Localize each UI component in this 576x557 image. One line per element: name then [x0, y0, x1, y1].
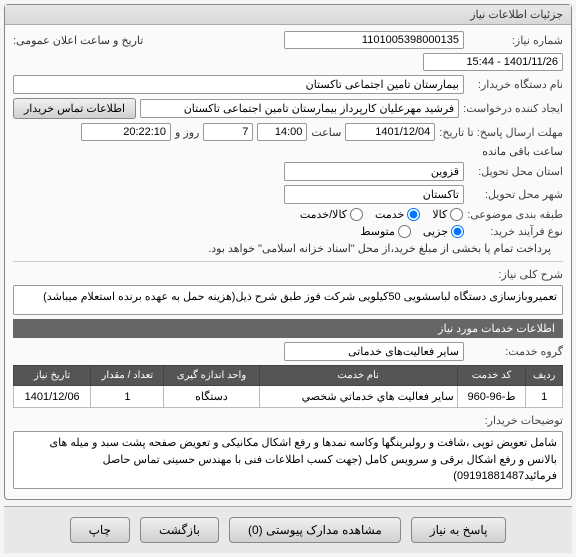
cell-qty: 1	[91, 386, 164, 408]
print-button[interactable]: چاپ	[70, 517, 130, 543]
attachments-button[interactable]: مشاهده مدارک پیوستی (0)	[229, 517, 401, 543]
desc-label: شرح کلی نیاز:	[468, 268, 563, 281]
subject-service-option[interactable]: خدمت	[375, 208, 420, 221]
requester-label: ایجاد کننده درخواست:	[463, 102, 563, 115]
group-label: گروه خدمت:	[468, 345, 563, 358]
subject-both-radio[interactable]	[350, 208, 363, 221]
city-value: تاکستان	[284, 185, 464, 204]
deadline-hour: 14:00	[257, 123, 307, 141]
services-table: ردیف کد خدمت نام خدمت واحد اندازه گیری ت…	[13, 365, 563, 408]
th-name: نام خدمت	[259, 366, 457, 386]
panel-body: شماره نیاز: 1101005398000135 تاریخ و ساع…	[5, 25, 571, 499]
process-note: پرداخت تمام یا بخشی از مبلغ خرید،از محل …	[208, 242, 551, 255]
process-medium-label: متوسط	[360, 225, 395, 238]
province-label: استان محل تحویل:	[468, 165, 563, 178]
group-value: سایر فعالیت‌های خدماتی	[284, 342, 464, 361]
contact-info-button[interactable]: اطلاعات تماس خریدار	[13, 98, 136, 119]
th-row: ردیف	[526, 366, 563, 386]
cell-name: ساير فعاليت هاي خدماتي شخصي	[259, 386, 457, 408]
remaining-label: ساعت باقی مانده	[482, 145, 563, 158]
subject-service-radio[interactable]	[407, 208, 420, 221]
subject-radios: کالا خدمت کالا/خدمت	[300, 208, 463, 221]
process-medium-option[interactable]: متوسط	[360, 225, 411, 238]
process-label: نوع فرآیند خرید:	[468, 225, 563, 238]
deadline-label: مهلت ارسال پاسخ: تا تاریخ:	[439, 126, 563, 139]
respond-button[interactable]: پاسخ به نیاز	[411, 517, 507, 543]
province-value: قزوین	[284, 162, 464, 181]
desc-text: تعمیروبازسازی دستگاه لباسشویی 50کیلویی ش…	[13, 285, 563, 315]
process-radios: جزیی متوسط	[360, 225, 464, 238]
process-medium-radio[interactable]	[398, 225, 411, 238]
subject-both-option[interactable]: کالا/خدمت	[300, 208, 363, 221]
need-details-panel: جزئیات اطلاعات نیاز شماره نیاز: 11010053…	[4, 4, 572, 500]
announce-value: 1401/11/26 - 15:44	[423, 53, 563, 71]
bottom-action-bar: پاسخ به نیاز مشاهده مدارک پیوستی (0) باز…	[4, 506, 572, 553]
deadline-date: 1401/12/04	[345, 123, 435, 141]
subject-goods-radio[interactable]	[450, 208, 463, 221]
th-code: کد خدمت	[457, 366, 526, 386]
cell-unit: دستگاه	[164, 386, 259, 408]
panel-title: جزئیات اطلاعات نیاز	[5, 5, 571, 25]
cell-code: ط-96-960	[457, 386, 526, 408]
cell-row: 1	[526, 386, 563, 408]
process-trivial-label: جزیی	[423, 225, 448, 238]
subject-label: طبقه بندی موضوعی:	[467, 208, 563, 221]
deadline-days: 7	[203, 123, 253, 141]
services-section-header: اطلاعات خدمات مورد نیاز	[13, 319, 563, 338]
subject-service-label: خدمت	[375, 208, 404, 221]
buyer-desc-text: شامل تعویض توپی ،شافت و رولبرینگها وکاسه…	[13, 431, 563, 489]
th-date: تاریخ نیاز	[14, 366, 91, 386]
subject-goods-label: کالا	[432, 208, 447, 221]
process-trivial-option[interactable]: جزیی	[423, 225, 464, 238]
day-and-label: روز و	[175, 126, 199, 139]
subject-both-label: کالا/خدمت	[300, 208, 347, 221]
need-no-value: 1101005398000135	[284, 31, 464, 49]
remaining-hours: 20:22:10	[81, 123, 171, 141]
requester-value: فرشید مهرعلیان کارپرداز بیمارستان تامین …	[140, 99, 459, 118]
buyer-value: بیمارستان تامین اجتماعی تاکستان	[13, 75, 464, 94]
back-button[interactable]: بازگشت	[140, 517, 219, 543]
announce-label: تاریخ و ساعت اعلان عمومی:	[13, 34, 143, 47]
subject-goods-option[interactable]: کالا	[432, 208, 463, 221]
cell-date: 1401/12/06	[14, 386, 91, 408]
th-qty: تعداد / مقدار	[91, 366, 164, 386]
buyer-label: نام دستگاه خریدار:	[468, 78, 563, 91]
process-trivial-radio[interactable]	[451, 225, 464, 238]
th-unit: واحد اندازه گیری	[164, 366, 259, 386]
buyer-desc-label: توضیحات خریدار:	[468, 414, 563, 427]
table-row: 1 ط-96-960 ساير فعاليت هاي خدماتي شخصي د…	[14, 386, 563, 408]
city-label: شهر محل تحویل:	[468, 188, 563, 201]
need-no-label: شماره نیاز:	[468, 34, 563, 47]
hour-label: ساعت	[311, 126, 341, 139]
